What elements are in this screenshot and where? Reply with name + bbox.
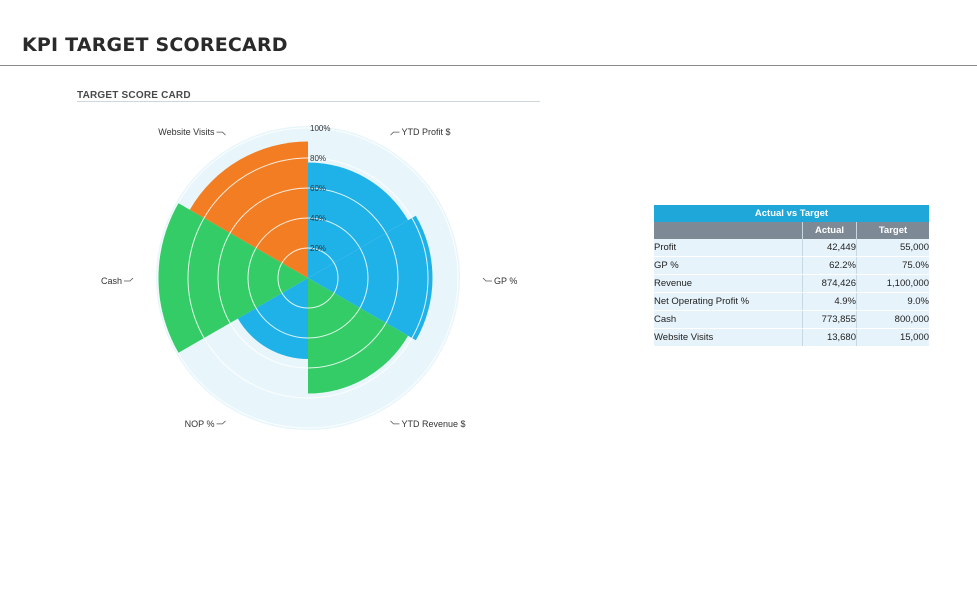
row-target: 1,100,000	[856, 274, 929, 293]
table-body: Profit 42,449 55,000 GP % 62.2% 75.0% Revenue 8…	[654, 239, 929, 347]
polar-area-chart: 20% 40% 60% 80% 100% YTD Profit $ GP % YTD Reve…	[101, 124, 517, 430]
category-label: NOP %	[185, 419, 215, 429]
grid-ring	[157, 127, 459, 429]
grid-ring	[187, 157, 429, 399]
title-divider	[0, 65, 977, 66]
category-label: Website Visits	[158, 127, 215, 137]
row-actual: 874,426	[802, 274, 857, 293]
row-actual: 62.2%	[802, 256, 857, 275]
row-target: 800,000	[856, 310, 929, 329]
actual-vs-target-panel: Actual vs Target Actual Target Profit 42,…	[654, 205, 929, 347]
row-actual: 13,680	[802, 328, 857, 347]
chart-title-divider	[77, 101, 540, 102]
radial-tick-label: 40%	[310, 214, 326, 223]
category-label: YTD Revenue $	[402, 419, 466, 429]
label-leader-line	[482, 277, 492, 282]
radial-tick-label: 100%	[310, 124, 330, 133]
label-leader-line	[216, 131, 226, 136]
label-leader-line	[390, 420, 400, 425]
grid-ring	[277, 247, 339, 309]
table-row: Website Visits 13,680 15,000	[654, 328, 929, 347]
table-row: Revenue 874,426 1,100,000	[654, 274, 929, 293]
label-leader-line	[216, 420, 226, 425]
page-title: KPI TARGET SCORECARD	[22, 34, 288, 56]
table-title: Actual vs Target	[654, 205, 929, 222]
grid-ring	[217, 187, 399, 369]
label-leader-line	[390, 131, 400, 136]
row-target: 15,000	[856, 328, 929, 347]
category-label: Cash	[101, 276, 122, 286]
row-label: Cash	[654, 310, 803, 329]
table-row: Cash 773,855 800,000	[654, 310, 929, 329]
grid-ring	[247, 217, 369, 339]
row-actual: 42,449	[802, 239, 857, 257]
category-label: YTD Profit $	[402, 127, 451, 137]
table-row: Net Operating Profit % 4.9% 9.0%	[654, 292, 929, 311]
row-label: Net Operating Profit %	[654, 292, 803, 311]
row-label: Website Visits	[654, 328, 803, 347]
row-target: 9.0%	[856, 292, 929, 311]
row-target: 55,000	[856, 239, 929, 257]
row-label: GP %	[654, 256, 803, 275]
table-row: Profit 42,449 55,000	[654, 239, 929, 257]
chart-title: TARGET SCORE CARD	[77, 90, 191, 101]
row-label: Revenue	[654, 274, 803, 293]
label-leader-line	[124, 277, 134, 282]
radial-tick-label: 20%	[310, 244, 326, 253]
column-header-label	[654, 222, 803, 239]
radial-tick-label: 80%	[310, 154, 326, 163]
radial-tick-label: 60%	[310, 184, 326, 193]
row-actual: 773,855	[802, 310, 857, 329]
row-label: Profit	[654, 239, 803, 257]
row-target: 75.0%	[856, 256, 929, 275]
wedge-nop	[237, 278, 308, 359]
category-label: GP %	[494, 276, 517, 286]
wedge-cash	[158, 203, 308, 353]
wedge-gp	[308, 215, 433, 341]
row-actual: 4.9%	[802, 292, 857, 311]
table-row: GP % 62.2% 75.0%	[654, 256, 929, 275]
actual-vs-target-table: Actual vs Target Actual Target Profit 42,…	[654, 205, 929, 347]
column-header-actual: Actual	[802, 222, 857, 239]
column-header-target: Target	[856, 222, 929, 239]
